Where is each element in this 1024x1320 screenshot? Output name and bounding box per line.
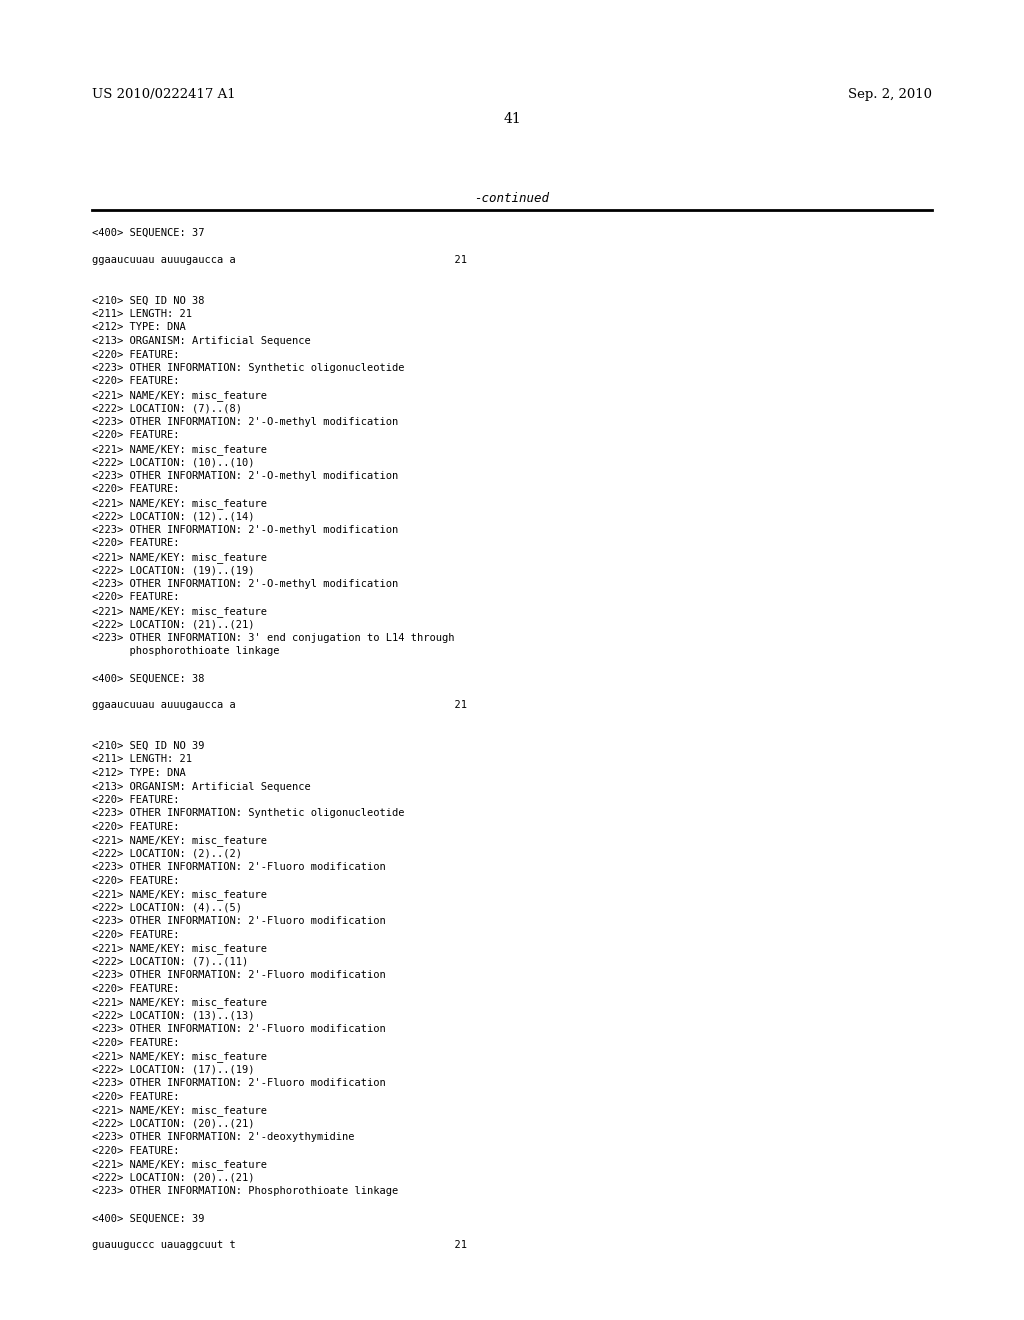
Text: <223> OTHER INFORMATION: 2'-deoxythymidine: <223> OTHER INFORMATION: 2'-deoxythymidi… — [92, 1133, 354, 1143]
Text: <212> TYPE: DNA: <212> TYPE: DNA — [92, 768, 186, 777]
Text: <212> TYPE: DNA: <212> TYPE: DNA — [92, 322, 186, 333]
Text: <221> NAME/KEY: misc_feature: <221> NAME/KEY: misc_feature — [92, 552, 267, 562]
Text: 41: 41 — [503, 112, 521, 125]
Text: <220> FEATURE:: <220> FEATURE: — [92, 484, 179, 495]
Text: <220> FEATURE:: <220> FEATURE: — [92, 1092, 179, 1102]
Text: <222> LOCATION: (21)..(21): <222> LOCATION: (21)..(21) — [92, 619, 255, 630]
Text: <221> NAME/KEY: misc_feature: <221> NAME/KEY: misc_feature — [92, 1106, 267, 1117]
Text: <221> NAME/KEY: misc_feature: <221> NAME/KEY: misc_feature — [92, 944, 267, 954]
Text: <220> FEATURE:: <220> FEATURE: — [92, 795, 179, 805]
Text: <221> NAME/KEY: misc_feature: <221> NAME/KEY: misc_feature — [92, 836, 267, 846]
Text: <222> LOCATION: (19)..(19): <222> LOCATION: (19)..(19) — [92, 565, 255, 576]
Text: ggaaucuuau auuugaucca a                                   21: ggaaucuuau auuugaucca a 21 — [92, 701, 467, 710]
Text: <221> NAME/KEY: misc_feature: <221> NAME/KEY: misc_feature — [92, 1052, 267, 1063]
Text: <220> FEATURE:: <220> FEATURE: — [92, 376, 179, 387]
Text: <222> LOCATION: (7)..(11): <222> LOCATION: (7)..(11) — [92, 957, 249, 968]
Text: <220> FEATURE:: <220> FEATURE: — [92, 1146, 179, 1156]
Text: <222> LOCATION: (13)..(13): <222> LOCATION: (13)..(13) — [92, 1011, 255, 1020]
Text: <220> FEATURE:: <220> FEATURE: — [92, 430, 179, 441]
Text: <220> FEATURE:: <220> FEATURE: — [92, 350, 179, 359]
Text: <223> OTHER INFORMATION: 3' end conjugation to L14 through: <223> OTHER INFORMATION: 3' end conjugat… — [92, 634, 455, 643]
Text: <210> SEQ ID NO 39: <210> SEQ ID NO 39 — [92, 741, 205, 751]
Text: <223> OTHER INFORMATION: 2'-Fluoro modification: <223> OTHER INFORMATION: 2'-Fluoro modif… — [92, 970, 386, 981]
Text: <221> NAME/KEY: misc_feature: <221> NAME/KEY: misc_feature — [92, 606, 267, 616]
Text: guauuguccc uauaggcuut t                                   21: guauuguccc uauaggcuut t 21 — [92, 1241, 467, 1250]
Text: <223> OTHER INFORMATION: 2'-O-methyl modification: <223> OTHER INFORMATION: 2'-O-methyl mod… — [92, 417, 398, 426]
Text: <222> LOCATION: (20)..(21): <222> LOCATION: (20)..(21) — [92, 1173, 255, 1183]
Text: <400> SEQUENCE: 37: <400> SEQUENCE: 37 — [92, 228, 205, 238]
Text: <223> OTHER INFORMATION: Synthetic oligonucleotide: <223> OTHER INFORMATION: Synthetic oligo… — [92, 363, 404, 374]
Text: US 2010/0222417 A1: US 2010/0222417 A1 — [92, 88, 236, 102]
Text: <220> FEATURE:: <220> FEATURE: — [92, 1038, 179, 1048]
Text: <222> LOCATION: (20)..(21): <222> LOCATION: (20)..(21) — [92, 1119, 255, 1129]
Text: <213> ORGANISM: Artificial Sequence: <213> ORGANISM: Artificial Sequence — [92, 337, 311, 346]
Text: <221> NAME/KEY: misc_feature: <221> NAME/KEY: misc_feature — [92, 890, 267, 900]
Text: <220> FEATURE:: <220> FEATURE: — [92, 593, 179, 602]
Text: <400> SEQUENCE: 38: <400> SEQUENCE: 38 — [92, 673, 205, 684]
Text: <223> OTHER INFORMATION: Synthetic oligonucleotide: <223> OTHER INFORMATION: Synthetic oligo… — [92, 808, 404, 818]
Text: <222> LOCATION: (17)..(19): <222> LOCATION: (17)..(19) — [92, 1065, 255, 1074]
Text: <223> OTHER INFORMATION: 2'-Fluoro modification: <223> OTHER INFORMATION: 2'-Fluoro modif… — [92, 1078, 386, 1089]
Text: <223> OTHER INFORMATION: 2'-Fluoro modification: <223> OTHER INFORMATION: 2'-Fluoro modif… — [92, 916, 386, 927]
Text: <222> LOCATION: (7)..(8): <222> LOCATION: (7)..(8) — [92, 404, 242, 413]
Text: <223> OTHER INFORMATION: 2'-O-methyl modification: <223> OTHER INFORMATION: 2'-O-methyl mod… — [92, 579, 398, 589]
Text: <400> SEQUENCE: 39: <400> SEQUENCE: 39 — [92, 1213, 205, 1224]
Text: <222> LOCATION: (4)..(5): <222> LOCATION: (4)..(5) — [92, 903, 242, 913]
Text: <211> LENGTH: 21: <211> LENGTH: 21 — [92, 755, 193, 764]
Text: <221> NAME/KEY: misc_feature: <221> NAME/KEY: misc_feature — [92, 444, 267, 455]
Text: <223> OTHER INFORMATION: 2'-O-methyl modification: <223> OTHER INFORMATION: 2'-O-methyl mod… — [92, 471, 398, 480]
Text: <211> LENGTH: 21: <211> LENGTH: 21 — [92, 309, 193, 319]
Text: <210> SEQ ID NO 38: <210> SEQ ID NO 38 — [92, 296, 205, 305]
Text: Sep. 2, 2010: Sep. 2, 2010 — [848, 88, 932, 102]
Text: <220> FEATURE:: <220> FEATURE: — [92, 539, 179, 549]
Text: <220> FEATURE:: <220> FEATURE: — [92, 983, 179, 994]
Text: <223> OTHER INFORMATION: 2'-Fluoro modification: <223> OTHER INFORMATION: 2'-Fluoro modif… — [92, 1024, 386, 1035]
Text: <221> NAME/KEY: misc_feature: <221> NAME/KEY: misc_feature — [92, 998, 267, 1008]
Text: <222> LOCATION: (12)..(14): <222> LOCATION: (12)..(14) — [92, 511, 255, 521]
Text: <221> NAME/KEY: misc_feature: <221> NAME/KEY: misc_feature — [92, 1159, 267, 1171]
Text: -continued: -continued — [474, 191, 550, 205]
Text: <223> OTHER INFORMATION: 2'-O-methyl modification: <223> OTHER INFORMATION: 2'-O-methyl mod… — [92, 525, 398, 535]
Text: <213> ORGANISM: Artificial Sequence: <213> ORGANISM: Artificial Sequence — [92, 781, 311, 792]
Text: <221> NAME/KEY: misc_feature: <221> NAME/KEY: misc_feature — [92, 498, 267, 510]
Text: <221> NAME/KEY: misc_feature: <221> NAME/KEY: misc_feature — [92, 389, 267, 401]
Text: <222> LOCATION: (2)..(2): <222> LOCATION: (2)..(2) — [92, 849, 242, 859]
Text: <220> FEATURE:: <220> FEATURE: — [92, 876, 179, 886]
Text: phosphorothioate linkage: phosphorothioate linkage — [92, 647, 280, 656]
Text: <223> OTHER INFORMATION: 2'-Fluoro modification: <223> OTHER INFORMATION: 2'-Fluoro modif… — [92, 862, 386, 873]
Text: <223> OTHER INFORMATION: Phosphorothioate linkage: <223> OTHER INFORMATION: Phosphorothioat… — [92, 1187, 398, 1196]
Text: ggaaucuuau auuugaucca a                                   21: ggaaucuuau auuugaucca a 21 — [92, 255, 467, 265]
Text: <220> FEATURE:: <220> FEATURE: — [92, 822, 179, 832]
Text: <222> LOCATION: (10)..(10): <222> LOCATION: (10)..(10) — [92, 458, 255, 467]
Text: <220> FEATURE:: <220> FEATURE: — [92, 931, 179, 940]
